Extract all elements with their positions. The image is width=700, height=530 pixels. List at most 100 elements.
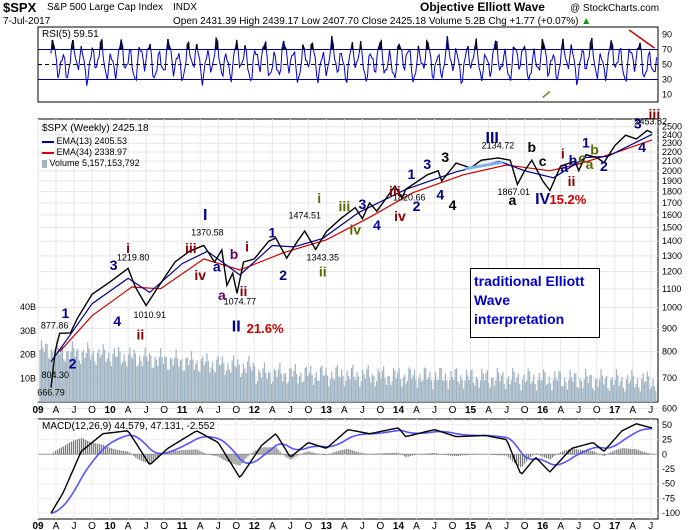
- volume-bar: [133, 349, 135, 402]
- price-tick-label: 1400: [662, 236, 682, 246]
- x-tick-label: A: [485, 405, 492, 416]
- volume-bar: [395, 378, 397, 402]
- macd-histogram-bar: [109, 447, 111, 455]
- volume-bar: [308, 372, 310, 402]
- macd-histogram-bar: [505, 454, 508, 456]
- volume-bar: [566, 389, 568, 402]
- volume-bar: [444, 373, 446, 402]
- macd-histogram-bar: [521, 454, 524, 467]
- wave-label: 4: [449, 197, 457, 213]
- volume-bar: [652, 378, 654, 402]
- macd-histogram-bar: [580, 449, 582, 455]
- macd-histogram-bar: [115, 449, 117, 455]
- volume-bar: [136, 366, 138, 402]
- volume-bar: [464, 380, 466, 402]
- macd-histogram-bar: [309, 451, 311, 455]
- volume-bar: [283, 373, 285, 402]
- x-tick-label: J: [288, 405, 293, 416]
- volume-bar: [491, 378, 493, 402]
- macd-x-tick-label: 15: [465, 521, 477, 530]
- price-tick-label: 1600: [662, 210, 682, 220]
- volume-bar: [108, 352, 110, 402]
- close-label: Close: [361, 16, 388, 27]
- macd-histogram-bar: [297, 454, 299, 456]
- macd-histogram-bar: [255, 450, 257, 455]
- wave-label: III: [486, 130, 499, 147]
- volume-bar: [196, 360, 198, 402]
- volume-bar: [266, 379, 268, 402]
- macd-histogram-bar: [539, 454, 542, 456]
- macd-histogram-bar: [467, 454, 470, 455]
- macd-histogram-bar: [93, 442, 95, 455]
- volume-tick-label: 10B: [20, 373, 36, 383]
- macd-histogram-bar: [437, 453, 439, 455]
- macd-histogram-bar: [562, 451, 564, 455]
- volume-bar: [535, 390, 538, 402]
- volume-bar: [495, 380, 497, 402]
- volume-bar: [461, 379, 463, 402]
- volume-bar: [251, 370, 253, 402]
- x-tick-label: O: [88, 405, 96, 416]
- wave-label: 2: [69, 355, 77, 371]
- rsi-tick-label: 70: [662, 45, 672, 55]
- volume-bar: [548, 376, 550, 402]
- macd-x-tick-label: O: [377, 521, 385, 530]
- volume-bar: [297, 383, 299, 402]
- volume-label: Volume: [428, 16, 463, 27]
- macd-histogram-bar: [640, 450, 642, 455]
- volume-bar: [293, 370, 295, 402]
- macd-histogram-bar: [447, 454, 450, 456]
- volume-bar: [514, 382, 517, 402]
- macd-histogram-bar: [535, 453, 538, 455]
- x-tick-label: 12: [249, 405, 261, 416]
- volume-bar: [610, 379, 612, 402]
- macd-x-tick-label: J: [504, 521, 509, 530]
- volume-bar: [415, 379, 417, 402]
- volume-bar: [220, 364, 222, 402]
- volume-bar: [188, 365, 190, 402]
- chg-up-icon: ▲: [581, 16, 592, 27]
- macd-histogram-bar: [399, 453, 401, 455]
- volume-bar: [301, 382, 303, 402]
- volume-bar: [580, 380, 583, 402]
- macd-histogram-bar: [604, 454, 606, 457]
- wave-label: 3: [634, 115, 642, 131]
- macd-histogram-bar: [425, 453, 427, 455]
- volume-bar: [74, 356, 76, 402]
- volume-bar: [40, 340, 43, 402]
- macd-histogram-bar: [137, 454, 139, 459]
- price-tick-label: 1900: [662, 176, 682, 186]
- rsi-divergence-line: [628, 29, 655, 49]
- volume-bar: [168, 369, 170, 402]
- volume-bar: [559, 372, 561, 402]
- volume-bar: [336, 364, 338, 402]
- macd-histogram-bar: [596, 452, 598, 455]
- volume-bar: [406, 380, 409, 402]
- x-tick-label: J: [648, 405, 653, 416]
- volume-bar: [146, 356, 148, 402]
- wave-label: 1: [268, 225, 276, 241]
- macd-histogram-bar: [385, 453, 387, 455]
- volume-bar: [383, 366, 385, 402]
- macd-histogram-bar: [241, 454, 243, 464]
- volume-bar: [224, 374, 226, 402]
- macd-histogram-bar: [181, 450, 183, 455]
- volume-bar: [419, 373, 421, 402]
- wave-label: a: [213, 259, 221, 275]
- volume-bar: [561, 386, 563, 402]
- volume-bar: [182, 370, 184, 402]
- wave-label: ii: [136, 327, 144, 343]
- price-tick-label: 1100: [662, 284, 681, 294]
- x-tick-label: J: [504, 405, 509, 416]
- macd-histogram-bar: [608, 453, 610, 455]
- volume-bar: [475, 376, 477, 402]
- volume-legend: Volume 5,157,153,792: [42, 158, 140, 168]
- volume-bar: [430, 380, 432, 402]
- macd-histogram-bar: [173, 450, 175, 455]
- macd-histogram-bar: [307, 451, 309, 455]
- macd-histogram-bar: [509, 454, 512, 460]
- rsi-support-line: [542, 90, 551, 99]
- volume-bar: [600, 368, 602, 402]
- wave-label: 15.2%: [549, 192, 586, 207]
- volume-bar: [153, 367, 155, 402]
